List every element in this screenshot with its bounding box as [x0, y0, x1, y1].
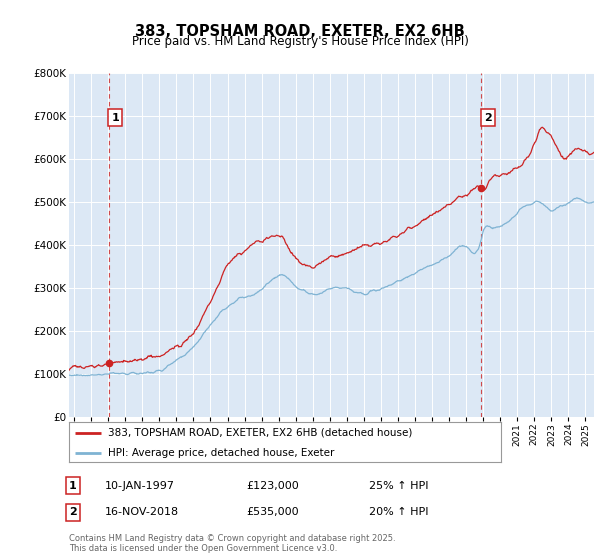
- Text: 2: 2: [69, 507, 77, 517]
- Text: 1: 1: [69, 480, 77, 491]
- Text: 383, TOPSHAM ROAD, EXETER, EX2 6HB (detached house): 383, TOPSHAM ROAD, EXETER, EX2 6HB (deta…: [108, 428, 412, 437]
- Text: Contains HM Land Registry data © Crown copyright and database right 2025.
This d: Contains HM Land Registry data © Crown c…: [69, 534, 395, 553]
- Text: £535,000: £535,000: [246, 507, 299, 517]
- Text: HPI: Average price, detached house, Exeter: HPI: Average price, detached house, Exet…: [108, 448, 334, 458]
- Text: 16-NOV-2018: 16-NOV-2018: [105, 507, 179, 517]
- Text: 20% ↑ HPI: 20% ↑ HPI: [369, 507, 428, 517]
- Text: Price paid vs. HM Land Registry's House Price Index (HPI): Price paid vs. HM Land Registry's House …: [131, 35, 469, 48]
- Text: 10-JAN-1997: 10-JAN-1997: [105, 480, 175, 491]
- Text: 25% ↑ HPI: 25% ↑ HPI: [369, 480, 428, 491]
- Text: 383, TOPSHAM ROAD, EXETER, EX2 6HB: 383, TOPSHAM ROAD, EXETER, EX2 6HB: [135, 24, 465, 39]
- Text: £123,000: £123,000: [246, 480, 299, 491]
- Text: 2: 2: [484, 113, 491, 123]
- Text: 1: 1: [112, 113, 119, 123]
